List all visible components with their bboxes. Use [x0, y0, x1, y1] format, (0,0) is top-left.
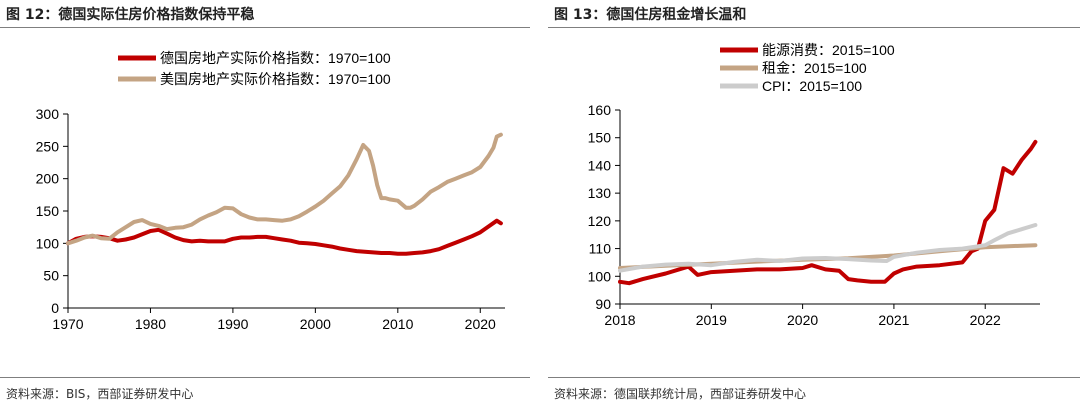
fig12-y-tick-label: 200: [36, 171, 60, 187]
figure-12-chart: 0 50 100 150 200 250 300 1970 1980 1990 2000 2010 20…: [36, 50, 505, 332]
figure-12-source: 资料来源：BIS，西部证券研发中心: [6, 387, 194, 401]
fig13-x-tick-label: 2022: [970, 312, 1001, 328]
fig13-y-tick-label: 130: [588, 185, 612, 201]
fig13-series-line-0: [618, 139, 1038, 286]
fig13-legend-label-0: 能源消费：2015=100: [762, 42, 895, 58]
fig12-x-tick-label: 1990: [217, 316, 248, 332]
fig13-x-tick-label: 2021: [878, 312, 909, 328]
fig13-x-tick-label: 2018: [604, 312, 635, 328]
fig13-x-tick-label: 2020: [787, 312, 818, 328]
figure-12-bottom-rule: [0, 377, 530, 378]
fig12-x-tick-label: 2010: [382, 316, 413, 332]
fig13-y-tick-label: 150: [588, 130, 612, 146]
fig12-x-tick-label: 2020: [465, 316, 496, 332]
fig12-y-tick-label: 150: [36, 203, 60, 219]
fig12-series-line-1: [66, 132, 503, 246]
fig12-x-tick-label: 1980: [135, 316, 166, 332]
figure-12-title: 图 12：德国实际住房价格指数保持平稳: [6, 7, 255, 23]
fig12-y-tick-label: 300: [36, 106, 60, 122]
figure-13-title: 图 13：德国住房租金增长温和: [554, 7, 747, 23]
fig12-x-tick-label: 1970: [52, 316, 83, 332]
fig12-y-tick-label: 0: [51, 300, 59, 316]
figure-12-top-rule: [0, 27, 530, 28]
figure-13-panel: 图 13：德国住房租金增长温和 90 100 110 120 130 140 150 160 2…: [548, 0, 1080, 405]
fig12-x-tick-label: 2000: [300, 316, 331, 332]
fig13-y-tick-label: 110: [589, 241, 612, 257]
figure-12-panel: 图 12：德国实际住房价格指数保持平稳 0 50 100 150 200 250 300 19…: [0, 0, 530, 405]
fig12-legend-label-0: 德国房地产实际价格指数：1970=100: [160, 50, 391, 66]
figure-13-bottom-rule: [548, 377, 1080, 378]
fig12-series-line-0: [66, 218, 503, 256]
fig13-y-tick-label: 140: [588, 157, 612, 173]
fig13-y-tick-label: 120: [588, 213, 612, 229]
fig12-y-tick-label: 50: [43, 268, 59, 284]
fig13-x-tick-label: 2019: [696, 312, 727, 328]
fig12-y-tick-label: 250: [36, 138, 60, 154]
fig12-y-tick-label: 100: [36, 235, 60, 251]
figure-13-chart: 90 100 110 120 130 140 150 160 2018 2019 2020 2021 2…: [588, 42, 1040, 328]
fig13-series-line-2: [618, 223, 1038, 273]
fig13-legend-label-1: 租金：2015=100: [762, 60, 867, 76]
figure-13-source: 资料来源：德国联邦统计局，西部证券研发中心: [554, 387, 807, 401]
fig13-legend-label-2: CPI：2015=100: [762, 78, 862, 94]
fig12-legend-label-1: 美国房地产实际价格指数：1970=100: [160, 71, 391, 87]
fig13-y-tick-label: 90: [595, 296, 611, 312]
figure-13-top-rule: [548, 27, 1080, 28]
fig13-y-tick-label: 100: [588, 268, 612, 284]
fig13-y-tick-label: 160: [588, 102, 612, 118]
